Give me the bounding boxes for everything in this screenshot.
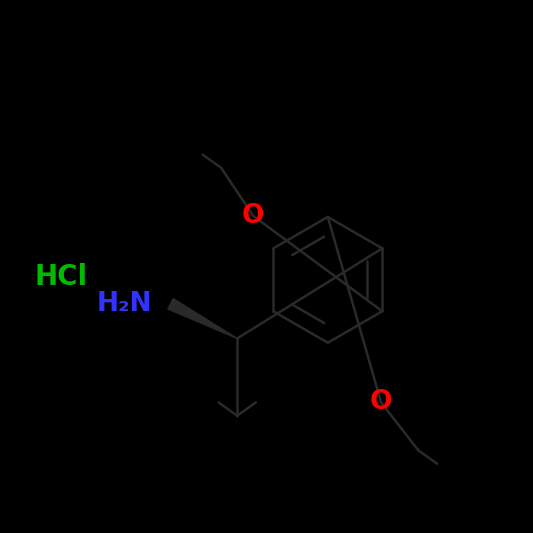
Text: H₂N: H₂N [96, 291, 152, 317]
Polygon shape [168, 298, 237, 338]
Text: HCl: HCl [35, 263, 88, 291]
Text: O: O [370, 390, 392, 415]
Text: O: O [242, 203, 264, 229]
